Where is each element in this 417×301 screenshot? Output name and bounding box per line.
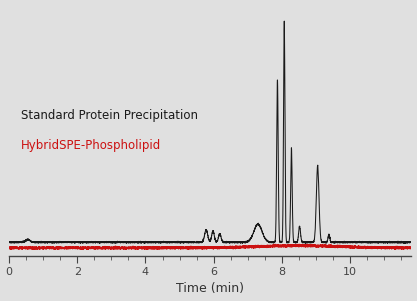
Text: Standard Protein Precipitation: Standard Protein Precipitation xyxy=(21,109,198,122)
Text: HybridSPE-Phospholipid: HybridSPE-Phospholipid xyxy=(21,139,161,152)
X-axis label: Time (min): Time (min) xyxy=(176,282,244,296)
